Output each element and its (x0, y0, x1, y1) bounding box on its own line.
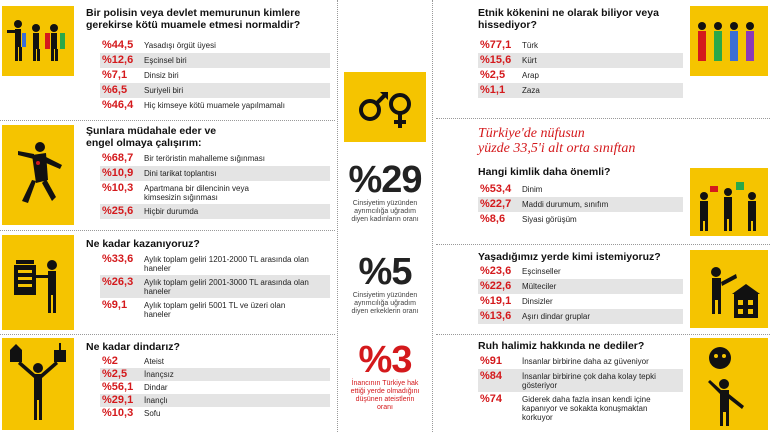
q3-list: %33,6 Aylık toplam geliri 1201-2000 TL ar… (100, 252, 330, 321)
q5-title: Etnik kökenini ne olarak biliyor veya hi… (478, 7, 659, 31)
section-divider (0, 230, 335, 231)
q3-title: Ne kadar kazanıyoruz? (86, 238, 200, 250)
list-item: %25,6 Hiçbir durumda (100, 204, 330, 219)
headline-line1: Türkiye'de nüfusun (478, 126, 585, 141)
list-item: %23,6 Eşcinseller (480, 265, 561, 277)
list-item: %7,1 Dinsiz biri (102, 69, 179, 81)
list-item: %29,1 İnançlı (100, 394, 330, 407)
religion-icon (2, 338, 74, 430)
q2-list: %68,7 Bir teröristin mahalleme sığınması … (100, 151, 330, 219)
stat-number: %3 (358, 339, 413, 381)
section-divider (436, 244, 770, 245)
police-abuse-icon (2, 6, 74, 76)
q5-list: %77,1 Türk %15,6 Kürt %2,5 Arap %1,1 Zaza (478, 38, 683, 98)
list-item: %15,6 Kürt (478, 53, 683, 68)
people-group-icon (690, 6, 768, 76)
neighbor-icon (690, 250, 768, 328)
list-item: %91 İnsanlar birbirine daha az güveniyor (480, 355, 649, 367)
section-divider (436, 118, 770, 119)
q1-list: %44,5 Yasadışı örgüt üyesi %12,6 Eşcinsel … (100, 38, 330, 113)
list-item: %12,6 Eşcinsel biri (100, 53, 330, 68)
list-item: %84 İnsanlar birbirine çok daha kolay tep… (478, 369, 683, 392)
q7-list: %23,6 Eşcinseller %22,6 Mülteciler %19,1 Di… (478, 264, 683, 324)
mood-icon (690, 338, 768, 430)
q8-list: %91 İnsanlar birbirine daha az güveniyor … (478, 354, 683, 424)
list-item: %68,7 Bir teröristin mahalleme sığınması (102, 152, 265, 164)
list-item: %56,1 Dindar (102, 381, 168, 393)
list-item: %44,5 Yasadışı örgüt üyesi (102, 39, 216, 51)
list-item: %13,6 Aşırı dindar gruplar (478, 309, 683, 324)
list-item: %2,5 Arap (480, 69, 539, 81)
list-item: %9,1 Aylık toplam geliri 5001 TL ve üzeri… (102, 299, 286, 320)
headline-line2: yüzde 33,5'i alt orta sınıftan (478, 141, 636, 156)
stat-number: %5 (358, 251, 413, 293)
section-divider (0, 334, 335, 335)
money-stack-icon (2, 235, 74, 330)
list-item: %33,6 Aylık toplam geliri 1201-2000 TL ar… (102, 253, 309, 274)
headline: Türkiye'de nüfusun yüzde 33,5'i alt orta… (478, 126, 708, 156)
list-item: %1,1 Zaza (478, 83, 683, 98)
section-divider (436, 334, 770, 335)
section-divider (0, 120, 335, 121)
list-item: %22,6 Mülteciler (478, 279, 683, 294)
q6-title: Hangi kimlik daha önemli? (478, 166, 611, 178)
list-item: %2,5 İnançsız (100, 368, 330, 381)
list-item: %10,3 Sofu (102, 407, 161, 419)
list-item: %22,7 Maddi durumum, sınıfım (478, 197, 683, 212)
stat-women-discrimination: %29 Cinsiyetim yüzünden ayrımcılığa uğra… (338, 160, 432, 224)
list-item: %8,6 Siyasi görüşüm (480, 213, 577, 225)
list-item: %10,3 Apartmana bir dilencinin veya kimse… (102, 182, 249, 203)
column-divider (337, 0, 338, 432)
gender-symbols-icon (344, 72, 426, 142)
q6-list: %53,4 Dinim %22,7 Maddi durumum, sınıfım %… (478, 182, 683, 227)
stat-atheists: %3 İnancının Türkiye hak ettiği yerde ol… (338, 340, 432, 412)
list-item: %74 Giderek daha fazla insan kendi içine … (480, 393, 651, 423)
list-item: %10,9 Dini tarikat toplantısı (100, 166, 330, 181)
q7-title: Yaşadığımız yerde kimi istemiyoruz? (478, 251, 661, 263)
list-item: %6,5 Suriyeli biri (100, 83, 330, 98)
stat-men-discrimination: %5 Cinsiyetim yüzünden ayrımcılığa uğrad… (338, 252, 432, 316)
identity-icon (690, 168, 768, 236)
q4-title: Ne kadar dindarız? (86, 341, 180, 353)
list-item: %19,1 Dinsizler (480, 295, 553, 307)
q1-title: Bir polisin veya devlet memurunun kimler… (86, 7, 301, 31)
list-item: %26,3 Aylık toplam geliri 2001-3000 TL ar… (100, 275, 330, 298)
stat-caption: İnancının Türkiye hak ettiği yerde olmad… (350, 380, 420, 411)
q2-title: Şunlara müdahale eder ve engel olmaya ça… (86, 125, 217, 149)
stat-number: %29 (348, 159, 422, 201)
column-divider (432, 0, 433, 432)
list-item: %46,4 Hiç kimseye kötü muamele yapılmamal… (102, 99, 285, 111)
list-item: %77,1 Türk (480, 39, 538, 51)
stat-caption: Cinsiyetim yüzünden ayrımcılığa uğradım … (351, 292, 419, 315)
stat-caption: Cinsiyetim yüzünden ayrımcılığa uğradım … (351, 200, 419, 223)
list-item: %2 Ateist (102, 355, 165, 367)
list-item: %53,4 Dinim (480, 183, 543, 195)
q8-title: Ruh halimiz hakkında ne dediler? (478, 340, 645, 352)
q4-list: %2 Ateist %2,5 İnançsız %56,1 Dindar %29,1 İ… (100, 355, 330, 420)
running-person-icon (2, 125, 74, 225)
